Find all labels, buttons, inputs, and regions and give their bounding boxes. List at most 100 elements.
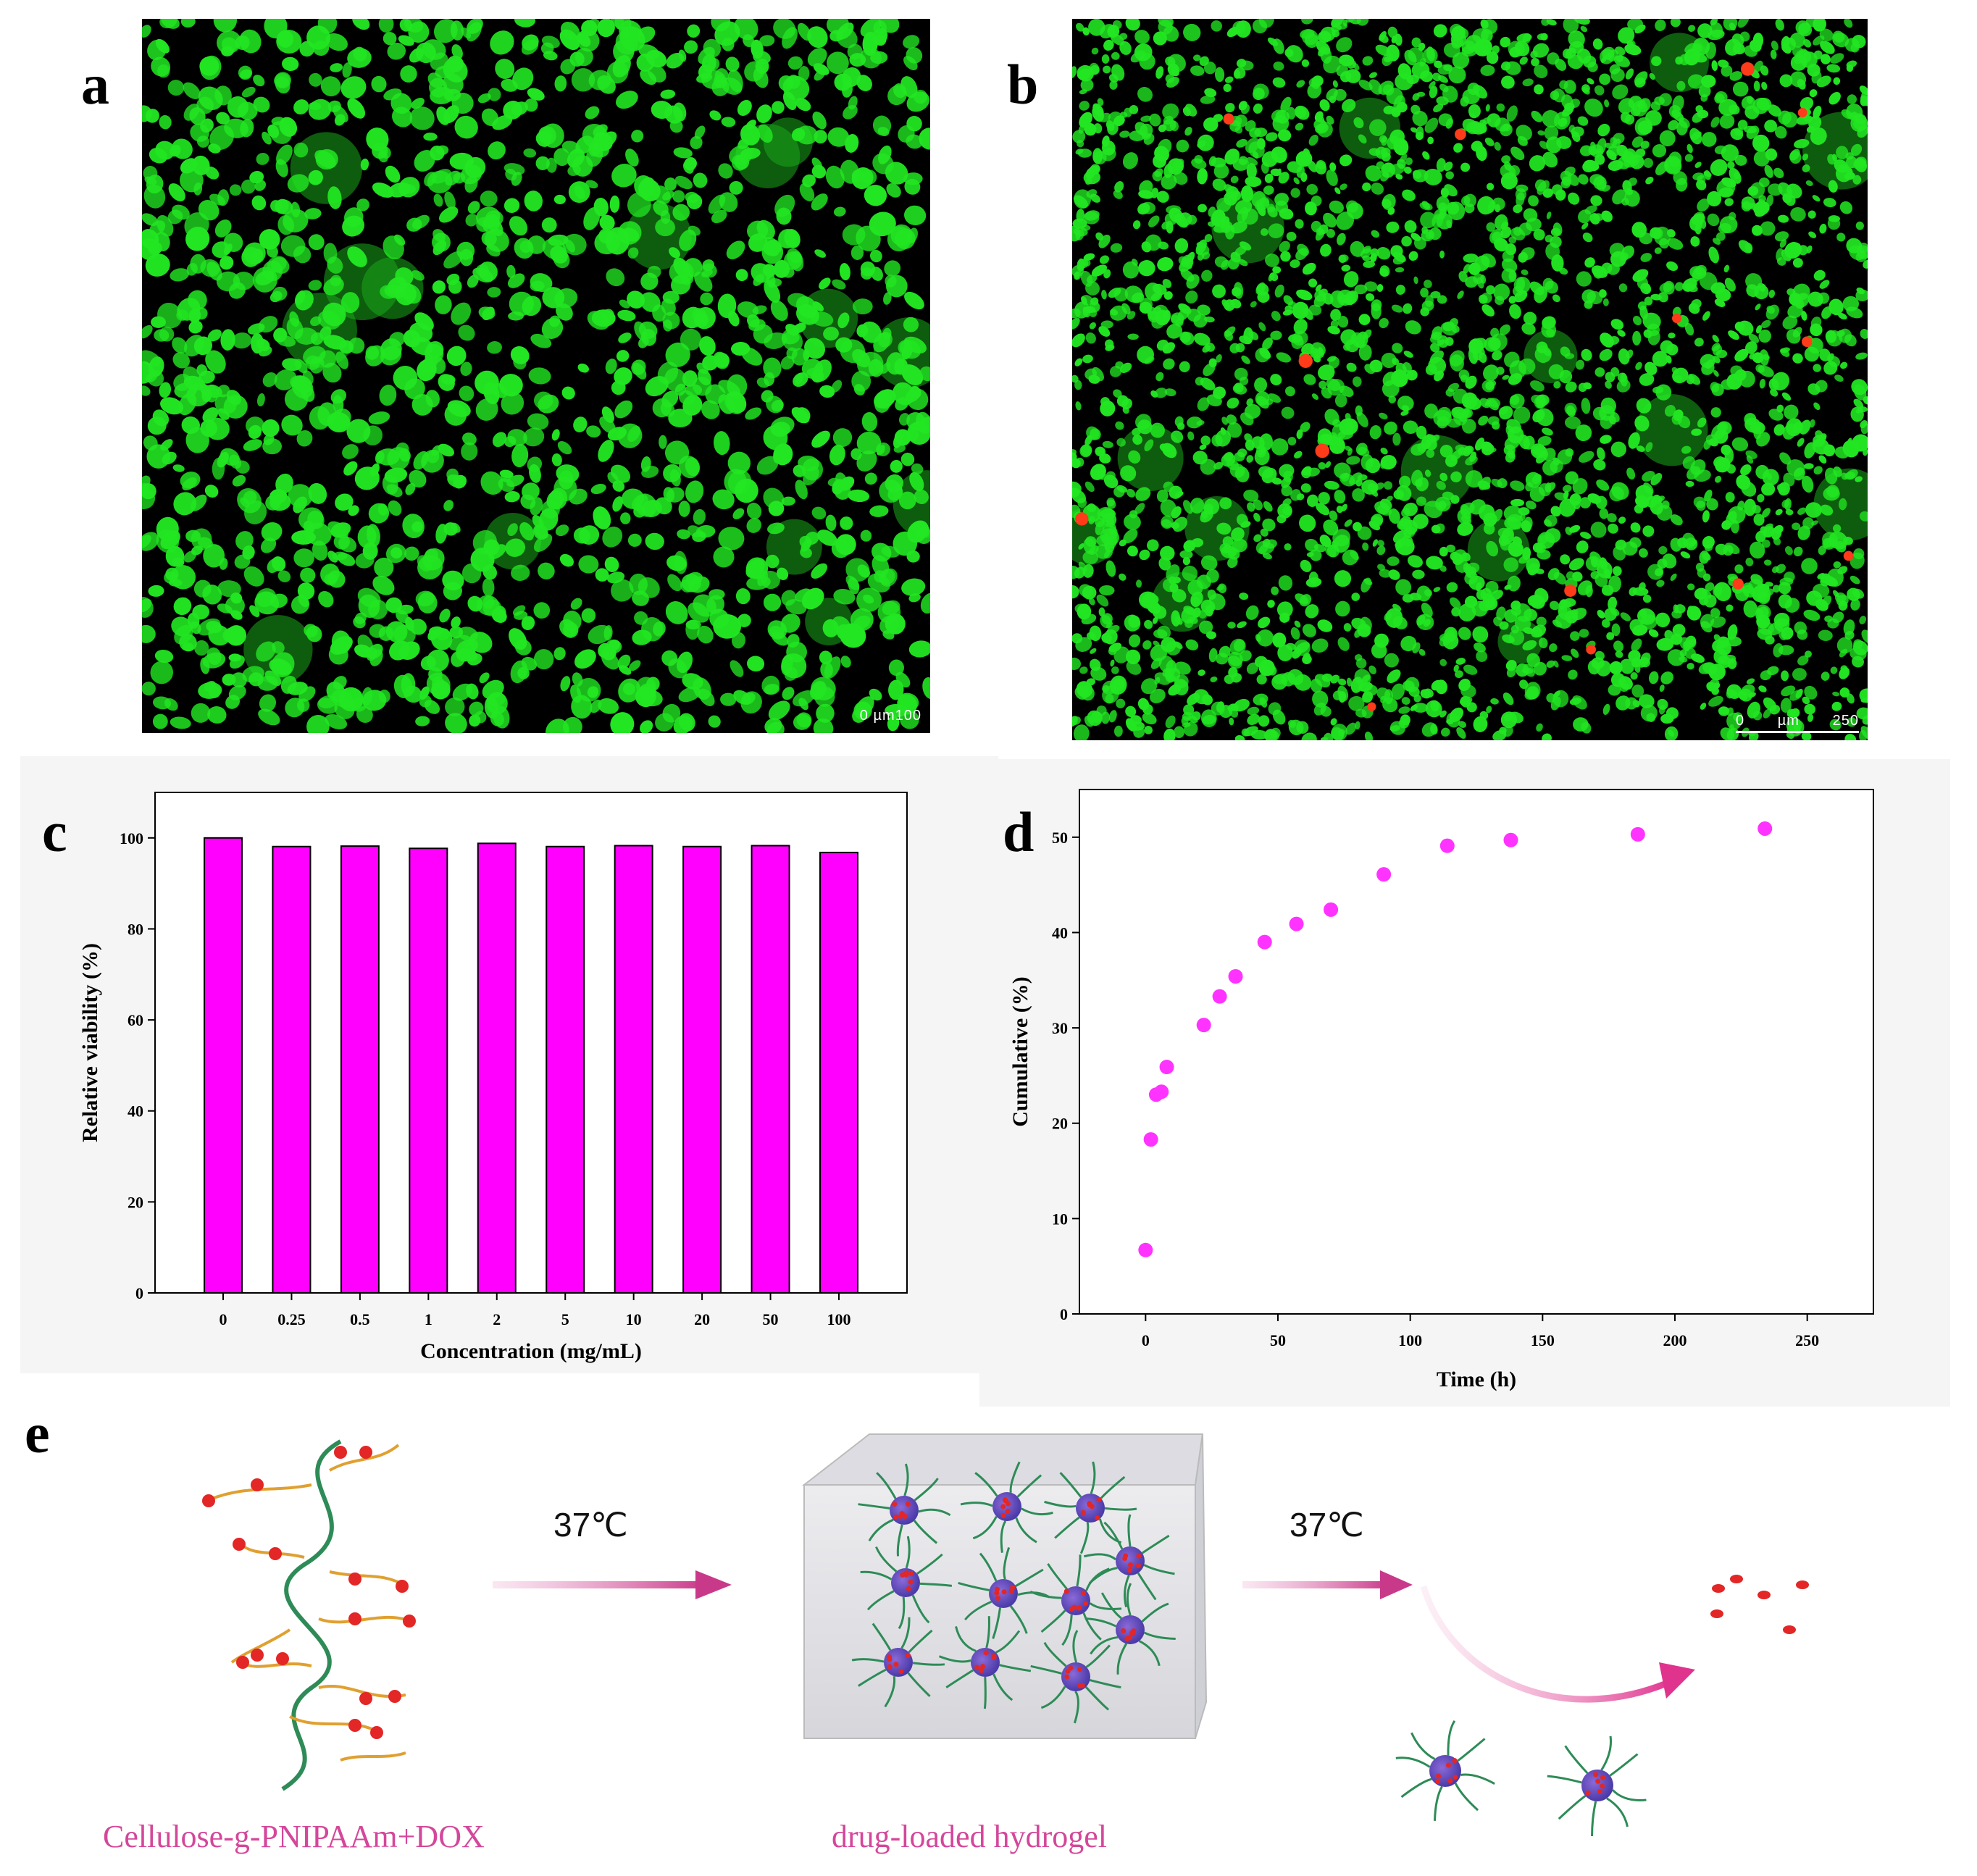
data-point: [1757, 821, 1773, 836]
live-cell: [1531, 624, 1547, 638]
micelle-arm: [992, 1673, 1013, 1701]
live-cell: [1771, 41, 1779, 51]
live-cell: [1379, 412, 1388, 419]
live-cell: [1670, 537, 1682, 552]
live-cell: [1392, 530, 1407, 543]
live-cell: [1521, 322, 1536, 335]
live-cell: [782, 329, 803, 352]
y-tick-label: 20: [128, 1193, 143, 1211]
live-cell: [1672, 624, 1686, 637]
live-cell: [1295, 122, 1304, 131]
live-cell: [1571, 126, 1584, 138]
live-cell: [714, 68, 729, 84]
live-cell: [1486, 222, 1496, 232]
live-cell: [1618, 98, 1635, 114]
micelle-arm: [875, 1546, 898, 1573]
live-cell: [1225, 225, 1235, 240]
live-cell: [1508, 541, 1524, 557]
micelle: [1029, 1554, 1122, 1646]
live-cell: [1281, 406, 1295, 419]
live-cell: [1782, 315, 1798, 330]
live-cell: [1394, 33, 1403, 46]
live-cell: [1445, 171, 1454, 180]
live-cell: [1611, 482, 1629, 500]
live-cell: [852, 707, 867, 723]
live-cell: [787, 248, 804, 272]
live-cell: [1829, 719, 1842, 731]
live-cell: [415, 716, 430, 726]
micelle-arm: [1083, 1553, 1117, 1561]
live-cell: [1649, 72, 1655, 80]
live-cell: [1308, 78, 1321, 88]
live-cell: [1381, 353, 1397, 369]
live-cell: [183, 104, 200, 121]
live-cell: [1546, 136, 1562, 154]
live-cell: [1244, 403, 1261, 419]
live-cell: [1392, 432, 1401, 446]
live-cell: [385, 597, 402, 614]
live-cell: [1784, 242, 1802, 259]
live-cell: [1590, 522, 1607, 538]
live-cell: [610, 712, 635, 733]
live-cell: [443, 522, 458, 536]
micelle-arm: [960, 1502, 993, 1507]
live-cell: [1290, 259, 1300, 268]
live-cell: [148, 241, 162, 255]
live-cell: [721, 78, 743, 95]
live-cell: [1226, 27, 1240, 38]
live-cell: [1074, 380, 1082, 390]
live-cell: [1260, 228, 1268, 236]
live-cell: [168, 183, 185, 202]
live-cell: [887, 715, 900, 732]
live-cell: [1549, 600, 1560, 611]
live-cell: [665, 342, 690, 367]
live-cell: [309, 72, 322, 87]
live-cell: [1174, 238, 1189, 254]
live-cell: [1234, 367, 1248, 381]
live-cell: [1478, 352, 1487, 364]
live-cell: [1833, 561, 1842, 569]
live-cell: [374, 557, 394, 578]
live-cell: [1804, 650, 1812, 658]
live-cell: [1752, 225, 1763, 236]
live-cell: [1276, 168, 1282, 176]
live-cell: [522, 296, 542, 317]
live-cell: [1426, 556, 1443, 570]
live-cell: [1166, 323, 1182, 339]
live-cell: [439, 206, 459, 223]
drug-molecule: [1069, 1607, 1074, 1612]
live-cell: [588, 624, 611, 645]
live-cell: [1330, 309, 1342, 321]
live-cell: [1664, 726, 1679, 740]
live-cell: [248, 672, 264, 687]
live-cell: [1657, 698, 1668, 710]
live-cell: [1820, 41, 1835, 54]
live-cell: [1192, 451, 1208, 465]
live-cell: [1846, 156, 1858, 169]
live-cell: [379, 385, 397, 406]
live-cell: [507, 429, 527, 446]
live-cell: [832, 279, 846, 290]
live-cell: [1072, 585, 1079, 599]
micelle-arm: [1047, 1563, 1069, 1590]
live-cell: [1171, 67, 1179, 77]
live-cell: [1333, 88, 1347, 101]
micelle-core: [890, 1496, 919, 1525]
live-cell: [1406, 75, 1419, 85]
live-cell: [1416, 126, 1424, 141]
live-cell: [1377, 564, 1386, 571]
micelle-arm: [1040, 1609, 1066, 1633]
live-cell: [1072, 633, 1083, 644]
live-cell: [1110, 659, 1115, 667]
live-cell: [551, 453, 562, 466]
live-cell: [1687, 606, 1694, 614]
live-cell: [1786, 718, 1802, 733]
x-tick-label: 5: [561, 1310, 569, 1328]
live-cell: [1492, 508, 1503, 523]
live-cell: [1721, 144, 1739, 162]
live-cell: [1142, 713, 1157, 725]
live-cell: [514, 238, 534, 259]
live-cell: [1691, 298, 1702, 309]
live-cell: [1439, 472, 1448, 482]
live-cell: [1795, 20, 1810, 35]
